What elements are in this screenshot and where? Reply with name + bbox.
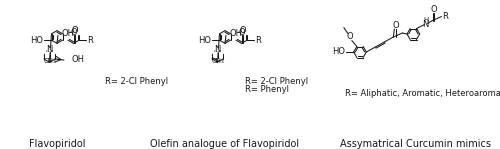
Text: O: O <box>71 26 78 35</box>
Text: R: R <box>442 12 448 21</box>
Text: O: O <box>71 26 78 35</box>
Text: O: O <box>239 26 246 35</box>
Text: O: O <box>430 5 437 14</box>
Text: OH: OH <box>230 29 243 38</box>
Text: OH: OH <box>62 29 75 38</box>
Text: CH₃: CH₃ <box>43 58 56 65</box>
Text: Flavopiridol: Flavopiridol <box>29 139 85 149</box>
Text: O: O <box>70 28 77 37</box>
Text: N: N <box>214 45 220 54</box>
Text: O: O <box>71 26 78 35</box>
Text: R: R <box>255 36 261 45</box>
Text: HO: HO <box>332 48 345 56</box>
Text: R= 2-Cl Phenyl: R= 2-Cl Phenyl <box>245 76 308 86</box>
Text: CH₃: CH₃ <box>211 58 224 65</box>
Text: Olefin analogue of Flavopiridol: Olefin analogue of Flavopiridol <box>150 139 300 149</box>
Text: HO: HO <box>30 36 43 45</box>
Text: Assymatrical Curcumin mimics: Assymatrical Curcumin mimics <box>340 139 490 149</box>
Text: R= 2-Cl Phenyl: R= 2-Cl Phenyl <box>105 76 168 86</box>
Text: O: O <box>238 28 245 37</box>
Text: HO: HO <box>198 36 211 45</box>
Text: N: N <box>422 20 428 29</box>
Text: R= Aliphatic, Aromatic, Heteroaromatic: R= Aliphatic, Aromatic, Heteroaromatic <box>345 90 500 98</box>
Text: R: R <box>87 36 93 45</box>
Text: O: O <box>346 32 353 41</box>
Text: I: I <box>48 56 51 65</box>
Text: OH: OH <box>71 55 84 63</box>
Text: N: N <box>46 45 52 54</box>
Text: H: H <box>423 17 428 22</box>
Text: R= Phenyl: R= Phenyl <box>245 84 289 94</box>
Text: O: O <box>392 21 398 31</box>
